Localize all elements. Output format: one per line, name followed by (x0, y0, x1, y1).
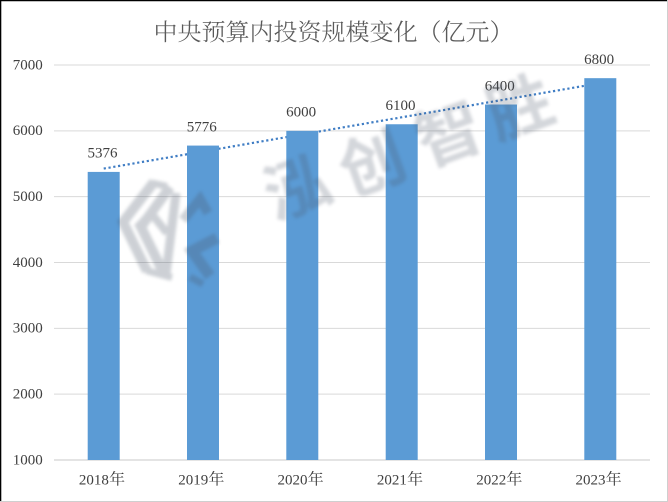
svg-text:2020: 2020 (278, 473, 308, 489)
svg-text:4000: 4000 (13, 255, 43, 271)
svg-text:6800: 6800 (584, 52, 614, 68)
svg-text:6000: 6000 (286, 105, 316, 121)
svg-text:6000: 6000 (13, 123, 43, 139)
svg-text:5376: 5376 (88, 146, 119, 162)
svg-text:5000: 5000 (13, 189, 43, 205)
svg-text:2000: 2000 (13, 387, 43, 403)
svg-text:2018: 2018 (79, 473, 109, 489)
svg-text:6100: 6100 (386, 98, 416, 114)
svg-text:2023: 2023 (576, 473, 606, 489)
svg-text:2021: 2021 (377, 473, 407, 489)
svg-text:2019: 2019 (178, 473, 208, 489)
svg-text:2022: 2022 (476, 473, 506, 489)
svg-text:1000: 1000 (13, 452, 43, 468)
svg-text:7000: 7000 (13, 57, 43, 73)
svg-text:3000: 3000 (13, 321, 43, 337)
svg-text:5776: 5776 (187, 119, 218, 135)
